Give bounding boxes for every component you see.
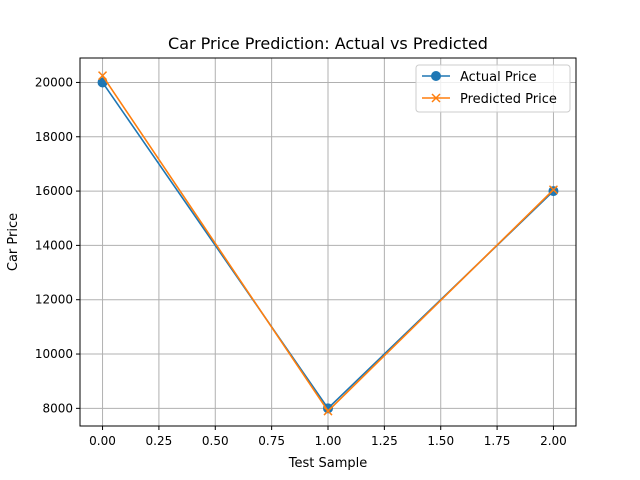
data-point <box>548 185 558 195</box>
ticks: 0.00 0.25 0.50 0.75 1.00 1.25 1.50 1.75 2.00 8000… <box>35 75 567 448</box>
x-tick-label: 0.25 <box>146 434 173 448</box>
legend-item: Actual Price <box>422 70 537 85</box>
legend-label: Predicted Price <box>460 92 557 107</box>
data-point <box>98 71 108 81</box>
x-tick-label: 0.50 <box>202 434 229 448</box>
y-tick-label: 12000 <box>35 293 73 307</box>
chart-title: Car Price Prediction: Actual vs Predicte… <box>168 34 488 53</box>
series-layer <box>97 71 559 416</box>
y-tick-label: 20000 <box>35 75 73 89</box>
y-tick-label: 8000 <box>42 401 73 415</box>
legend-swatch-marker <box>431 93 441 103</box>
data-point <box>548 186 559 197</box>
legend-label: Actual Price <box>460 70 537 85</box>
y-axis-label: Car Price <box>6 213 21 271</box>
y-tick-label: 14000 <box>35 238 73 252</box>
y-tick-label: 18000 <box>35 130 73 144</box>
x-tick-label: 2.00 <box>540 434 567 448</box>
x-tick-label: 1.50 <box>427 434 454 448</box>
grid <box>80 58 576 426</box>
legend-swatch-marker <box>431 71 441 81</box>
legend-box <box>415 64 571 113</box>
x-tick-label: 1.25 <box>371 434 398 448</box>
x-tick-label: 0.00 <box>89 434 116 448</box>
data-point <box>323 406 333 416</box>
x-tick-label: 1.00 <box>315 434 342 448</box>
data-point <box>323 403 333 414</box>
series-predicted-price <box>98 71 558 416</box>
y-tick-label: 16000 <box>35 184 73 198</box>
x-tick-label: 0.75 <box>258 434 285 448</box>
y-tick-label: 10000 <box>35 347 73 361</box>
x-axis-label: Test Sample <box>288 456 367 471</box>
legend: Actual Price Predicted Price <box>415 64 571 113</box>
x-tick-label: 1.75 <box>484 434 511 448</box>
legend-item: Predicted Price <box>422 92 557 107</box>
